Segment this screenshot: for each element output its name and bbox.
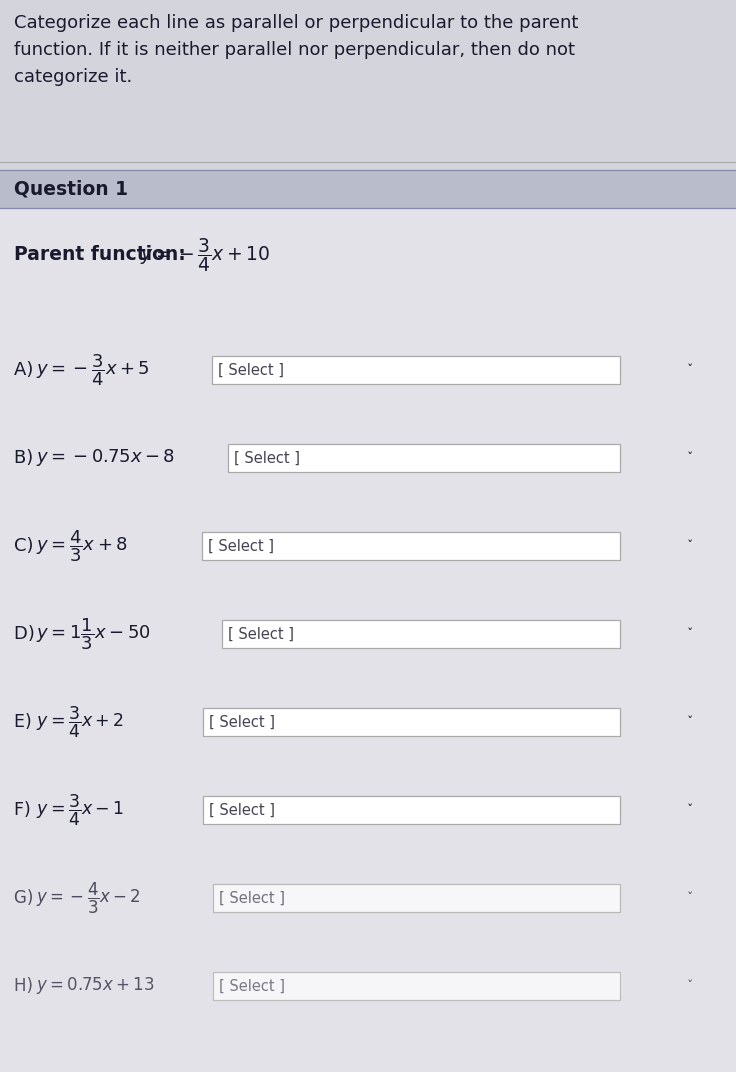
Text: $y = \dfrac{3}{4}x + 2$: $y = \dfrac{3}{4}x + 2$	[36, 704, 124, 740]
Text: H): H)	[14, 977, 38, 995]
Text: F): F)	[14, 801, 36, 819]
Bar	[228, 444, 620, 472]
Bar	[203, 708, 620, 736]
Text: [ Select ]: [ Select ]	[208, 538, 274, 553]
Bar	[213, 884, 620, 912]
Text: $y = \dfrac{4}{3}x + 8$: $y = \dfrac{4}{3}x + 8$	[36, 528, 128, 564]
Text: [ Select ]: [ Select ]	[228, 626, 294, 641]
Text: [ Select ]: [ Select ]	[209, 715, 275, 730]
Bar	[0, 208, 736, 1072]
Text: $y = -0.75x - 8$: $y = -0.75x - 8$	[36, 447, 175, 468]
Bar	[213, 972, 620, 1000]
Bar	[222, 620, 620, 647]
Text: [ Select ]: [ Select ]	[234, 450, 300, 465]
Text: $y = \dfrac{3}{4}x - 1$: $y = \dfrac{3}{4}x - 1$	[36, 792, 124, 828]
Text: $y = 1\dfrac{1}{3}x - 50$: $y = 1\dfrac{1}{3}x - 50$	[36, 616, 151, 652]
Text: ˇ: ˇ	[687, 980, 693, 993]
Text: [ Select ]: [ Select ]	[209, 803, 275, 818]
Text: D): D)	[14, 625, 40, 643]
Bar	[0, 170, 736, 208]
Text: G): G)	[14, 889, 38, 907]
Bar	[202, 532, 620, 560]
Bar	[212, 356, 620, 384]
Bar	[203, 796, 620, 824]
Text: E): E)	[14, 713, 38, 731]
Text: ˇ: ˇ	[687, 363, 693, 376]
Text: $y = -\dfrac{3}{4}x + 10$: $y = -\dfrac{3}{4}x + 10$	[140, 236, 271, 274]
Text: ˇ: ˇ	[687, 804, 693, 817]
Text: $y = -\dfrac{4}{3}x - 2$: $y = -\dfrac{4}{3}x - 2$	[36, 880, 141, 915]
Text: Categorize each line as parallel or perpendicular to the parent
function. If it : Categorize each line as parallel or perp…	[14, 14, 578, 86]
Text: C): C)	[14, 537, 39, 555]
Text: [ Select ]: [ Select ]	[218, 362, 284, 377]
Text: Parent function:: Parent function:	[14, 245, 192, 265]
Text: ˇ: ˇ	[687, 627, 693, 640]
Text: B): B)	[14, 449, 39, 467]
Text: ˇ: ˇ	[687, 892, 693, 905]
Text: $y = 0.75x + 13$: $y = 0.75x + 13$	[36, 976, 155, 997]
Text: ˇ: ˇ	[687, 715, 693, 729]
Text: $y = -\dfrac{3}{4}x + 5$: $y = -\dfrac{3}{4}x + 5$	[36, 353, 149, 388]
Text: ˇ: ˇ	[687, 539, 693, 552]
Text: [ Select ]: [ Select ]	[219, 891, 285, 906]
Text: Question 1: Question 1	[14, 179, 128, 198]
Text: A): A)	[14, 361, 39, 379]
Text: ˇ: ˇ	[687, 451, 693, 464]
Text: [ Select ]: [ Select ]	[219, 979, 285, 994]
